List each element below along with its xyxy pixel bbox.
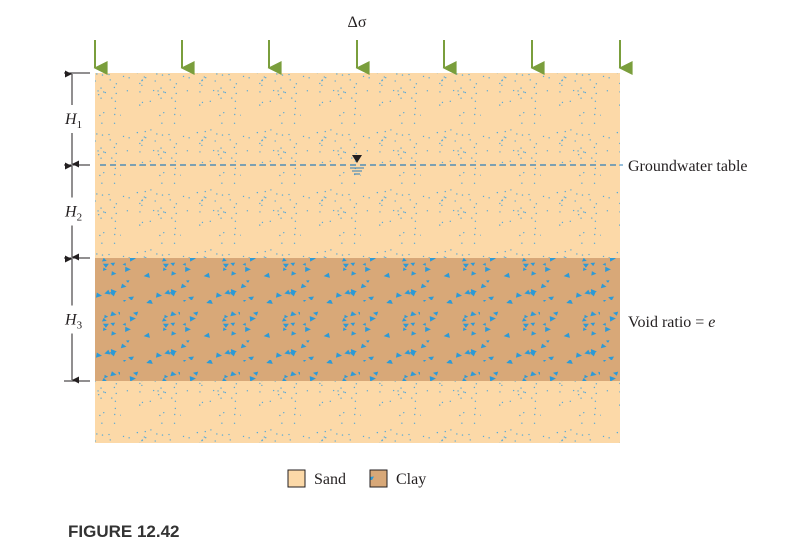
- void-ratio-label: Void ratio = e: [628, 314, 715, 331]
- layer-thickness-label: H1: [64, 111, 82, 131]
- void-ratio-text: Void ratio =: [628, 314, 704, 331]
- clay-layer: [95, 258, 620, 381]
- legend-label: Sand: [314, 471, 346, 488]
- legend-label: Clay: [396, 471, 426, 488]
- water-table-symbol: [352, 155, 362, 163]
- thickness-subscript: 3: [77, 320, 83, 332]
- layer-thickness-label: H3: [64, 312, 83, 332]
- legend-swatch-sand: [287, 469, 306, 488]
- layer-thickness-label: H2: [64, 204, 82, 224]
- groundwater-label: Groundwater table: [628, 158, 748, 175]
- caption: FIGURE 12.42: [68, 522, 180, 541]
- thickness-symbol: H: [64, 204, 78, 221]
- thickness-symbol: H: [64, 111, 78, 128]
- thickness-subscript: 1: [77, 119, 83, 131]
- void-ratio-symbol: e: [708, 314, 715, 331]
- thickness-symbol: H: [64, 312, 78, 329]
- thickness-subscript: 2: [77, 212, 83, 224]
- legend-swatch-clay: [369, 469, 388, 488]
- load-label: Δσ: [348, 14, 367, 31]
- load-arrows: [93, 40, 633, 75]
